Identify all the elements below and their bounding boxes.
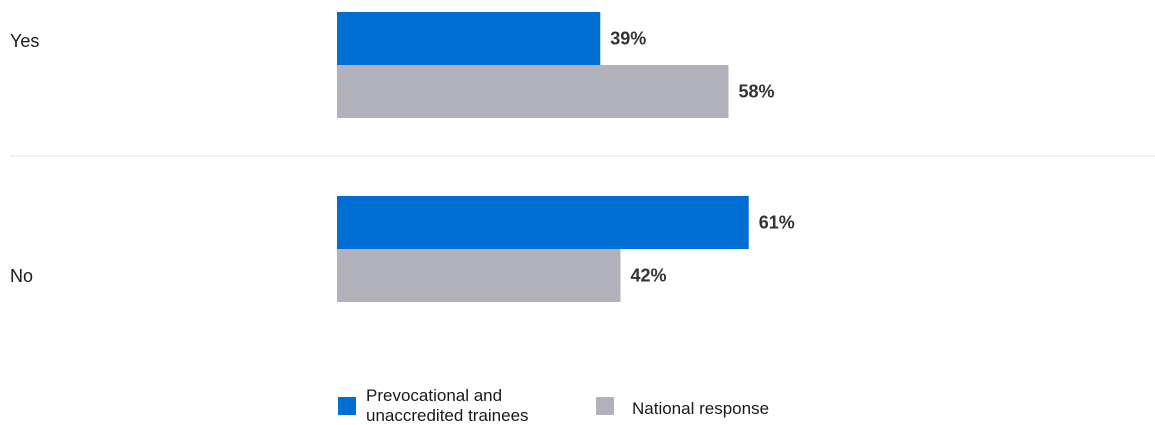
bar-yes-series2 bbox=[337, 65, 729, 118]
legend-label-prevocational-line1: Prevocational and bbox=[366, 386, 502, 405]
value-label-yes-series1: 39% bbox=[610, 29, 646, 49]
category-label-yes: Yes bbox=[10, 31, 39, 51]
category-label-no: No bbox=[10, 266, 33, 286]
legend: Prevocational and unaccredited trainees … bbox=[338, 386, 769, 425]
bar-no-series1 bbox=[337, 196, 749, 249]
bar-no-series2 bbox=[337, 249, 621, 302]
legend-label-prevocational-line2: unaccredited trainees bbox=[366, 406, 529, 425]
value-label-no-series1: 61% bbox=[759, 213, 795, 233]
value-label-yes-series2: 58% bbox=[739, 82, 775, 102]
legend-swatch-national bbox=[596, 397, 614, 415]
legend-label-national: National response bbox=[632, 399, 769, 418]
value-label-no-series2: 42% bbox=[631, 266, 667, 286]
bar-yes-series1 bbox=[337, 12, 601, 65]
legend-swatch-prevocational bbox=[338, 397, 356, 415]
